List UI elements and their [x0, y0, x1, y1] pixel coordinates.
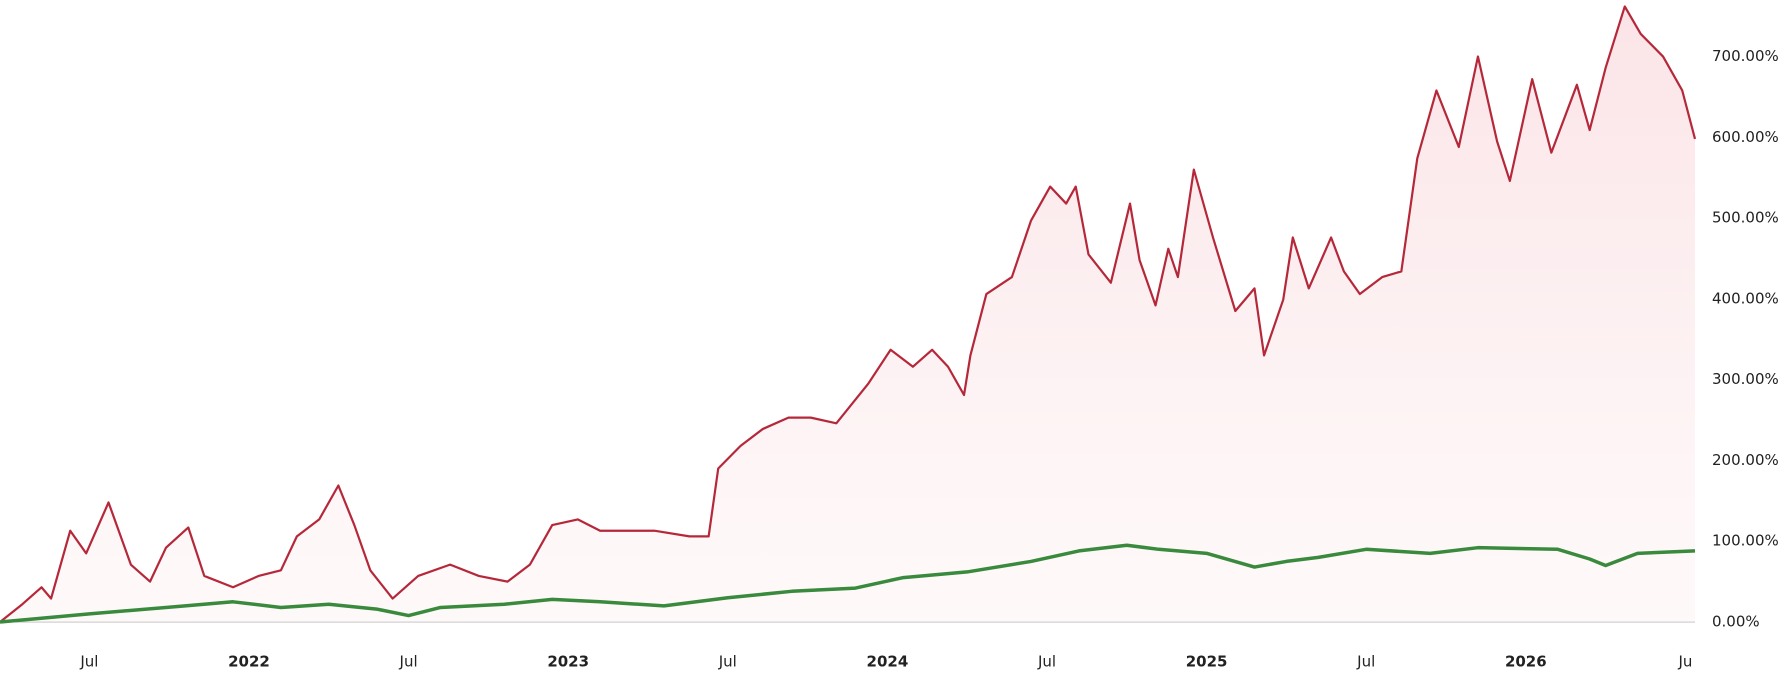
line	[0, 543, 1696, 624]
x-tick-label: Jul	[1356, 653, 1375, 671]
y-tick-label: 700.00%	[1712, 47, 1779, 65]
x-tick-label: 2026	[1505, 653, 1547, 671]
y-tick-label: 500.00%	[1712, 209, 1779, 227]
x-tick-label: Jul	[399, 653, 418, 671]
x-tick-label: 2024	[867, 653, 909, 671]
x-tick-label: 2022	[228, 653, 270, 671]
y-tick-label: 100.00%	[1712, 532, 1779, 550]
line	[0, 5, 1697, 623]
x-tick-label: Jul	[718, 653, 737, 671]
x-tick-label: Ju	[1677, 653, 1692, 671]
y-tick-label: 300.00%	[1712, 370, 1779, 388]
x-tick-label: Jul	[79, 653, 98, 671]
area	[0, 6, 1695, 622]
y-tick-label: 0.00%	[1712, 613, 1760, 631]
x-tick-label: Jul	[1037, 653, 1056, 671]
x-tick-label: 2023	[547, 653, 589, 671]
y-tick-label: 200.00%	[1712, 451, 1779, 469]
x-tick-label: 2025	[1186, 653, 1228, 671]
y-tick-label: 600.00%	[1712, 128, 1779, 146]
y-tick-label: 400.00%	[1712, 289, 1779, 307]
